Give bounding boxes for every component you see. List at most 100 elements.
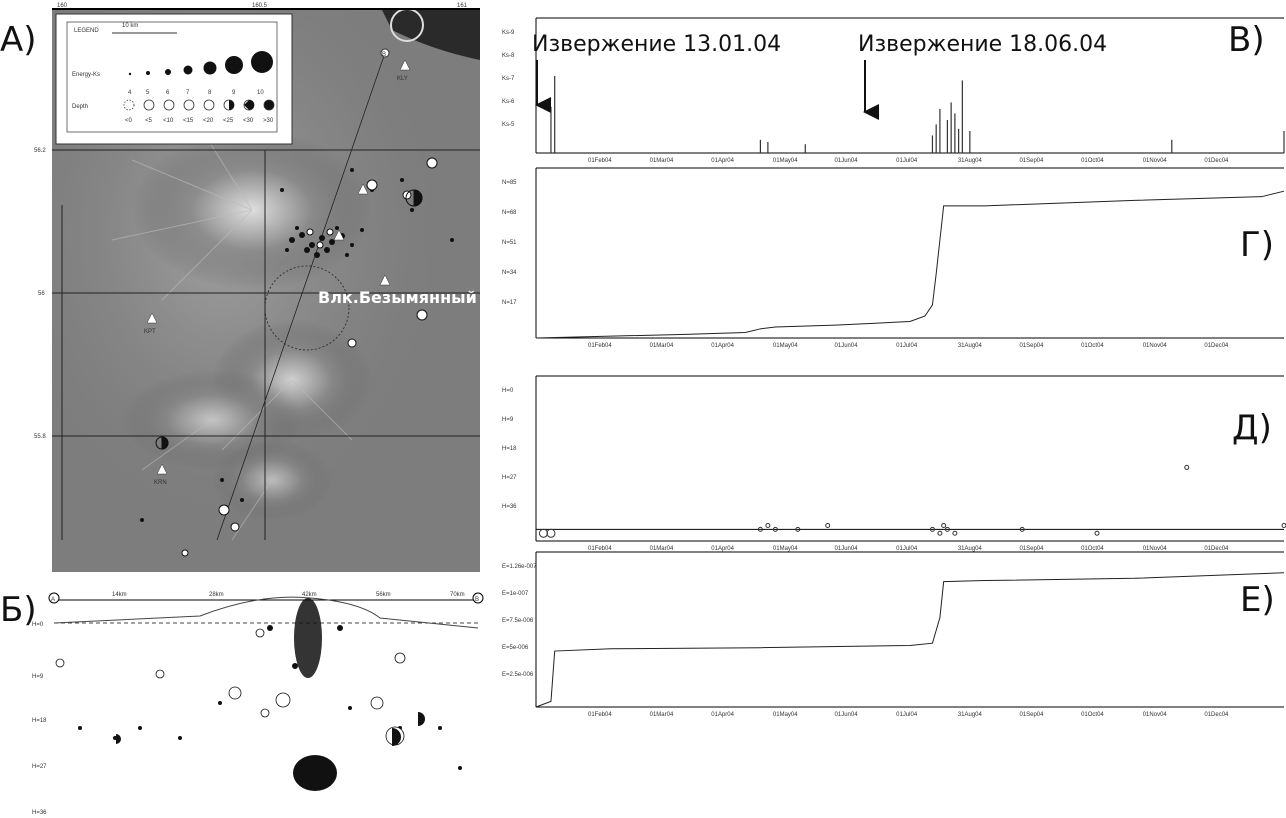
panel-V-xtick: 01Apr04 <box>711 158 734 164</box>
panel-V-xtick: 01Nov04 <box>1143 158 1168 164</box>
panel-G-ytick: N=68 <box>502 210 517 216</box>
map-tick-left-3: 55.8 <box>34 434 46 440</box>
section-ytick-36: H=36 <box>32 810 47 816</box>
panel-E-xtick: 01May04 <box>773 712 798 718</box>
section-ytick-0: H=0 <box>32 622 44 628</box>
panel-V-xtick: 01May04 <box>773 158 798 164</box>
map-section-end-b: B <box>382 52 386 58</box>
panel-V-xtick: 01Dec04 <box>1204 158 1229 164</box>
eruption-arrows <box>535 60 879 120</box>
panel-G-line <box>535 190 1285 339</box>
panel-E-xtick: 01Feb04 <box>588 712 612 718</box>
legend-energy-8: 8 <box>208 90 212 96</box>
legend-depth-5: <5 <box>145 118 153 124</box>
legend-energy-9: 9 <box>232 90 236 96</box>
panel-D-xtick: 01Mar04 <box>650 546 674 552</box>
panel-V-ytick: Ks-6 <box>502 99 515 105</box>
map-tick-left-2: 56 <box>38 291 45 297</box>
legend-energy-4: 4 <box>128 90 132 96</box>
panel-D-point <box>765 523 771 529</box>
panel-D-xtick: 01May04 <box>773 546 798 552</box>
panel-D-point <box>1184 464 1190 470</box>
panel-D-point <box>772 526 778 532</box>
panel-D-point <box>929 526 935 532</box>
legend-depth-label: Depth <box>72 104 88 110</box>
panel-label-g: Г) <box>1240 225 1274 265</box>
timeseries-panels: Ks-9 Ks-8 Ks-7 Ks-6 Ks-5 01Feb04 01Mar04 01Apr0… <box>502 17 1286 718</box>
panel-D-xtick: 01Sep04 <box>1019 546 1044 552</box>
panel-G-ytick: N=34 <box>502 270 517 276</box>
panel-D-point <box>941 523 947 529</box>
panel-D-xtick: 01Jun04 <box>835 546 859 552</box>
panel-label-v: В) <box>1228 20 1265 60</box>
panel-G-xtick: 01Feb04 <box>588 343 612 349</box>
section-ytick-18: H=18 <box>32 718 47 724</box>
panel-D-ytick: H=27 <box>502 475 517 481</box>
station-kpt: KPT <box>144 329 156 335</box>
panel-D-point <box>1094 530 1100 536</box>
panel-G-ytick: N=17 <box>502 300 517 306</box>
panel-D-ytick: H=36 <box>502 504 517 510</box>
legend-depth-15: <15 <box>183 118 194 124</box>
section-xtick-28: 28km <box>209 592 224 598</box>
legend-depth-0: <0 <box>125 118 133 124</box>
panel-label-a: А) <box>0 20 37 60</box>
panel-E-xtick: 01Dec04 <box>1204 712 1229 718</box>
panel-V-xtick: 01Jul04 <box>896 158 918 164</box>
panel-G-xtick: 01Oct04 <box>1081 343 1104 349</box>
legend-depth-gt30: >30 <box>263 118 274 124</box>
section-end-b: B <box>475 597 479 603</box>
section-xtick-14: 14km <box>112 592 127 598</box>
panel-V-ytick: Ks-5 <box>502 122 515 128</box>
panel-V-xtick: 31Aug04 <box>958 158 983 164</box>
panel-E-xtick: 01Jun04 <box>835 712 859 718</box>
panel-E-line <box>535 572 1285 708</box>
panel-G-xtick: 01Sep04 <box>1019 343 1044 349</box>
panel-D-xtick: 31Aug04 <box>958 546 983 552</box>
panel-G-xtick: 01Jun04 <box>835 343 859 349</box>
panel-G-ytick: N=51 <box>502 240 517 246</box>
panel-D-ytick: H=0 <box>502 388 514 394</box>
panel-D-xtick: 01Dec04 <box>1204 546 1229 552</box>
legend-energy-label: Energy-Ks <box>72 72 100 78</box>
panel-D-point <box>1019 526 1025 532</box>
legend-scale: 10 km <box>122 23 138 29</box>
panel-E-ytick: E=1e-007 <box>502 591 529 597</box>
legend-energy-7: 7 <box>186 90 190 96</box>
legend-depth-10: <10 <box>163 118 174 124</box>
panel-G-xtick: 01May04 <box>773 343 798 349</box>
map-panel: KLY KPT KRN 160 160.5 161 56.2 56 55.8 B… <box>34 0 480 572</box>
map-tick-top-2: 160.5 <box>252 3 268 9</box>
panel-E-ytick: E=5e-006 <box>502 645 529 651</box>
panel-E-xtick: 31Aug04 <box>958 712 983 718</box>
panel-D-xtick: 01Apr04 <box>711 546 734 552</box>
panel-G-xtick: 01Dec04 <box>1204 343 1229 349</box>
section-ytick-9: H=9 <box>32 674 44 680</box>
legend-energy-10: 10 <box>257 90 264 96</box>
panel-D-point <box>944 526 950 532</box>
panel-D-point <box>937 530 943 536</box>
panel-label-e: Е) <box>1240 580 1275 620</box>
section-xtick-42: 42km <box>302 592 317 598</box>
panel-E-xtick: 01Mar04 <box>650 712 674 718</box>
panel-D-xtick: 01Oct04 <box>1081 546 1104 552</box>
panel-E-xtick: 01Sep04 <box>1019 712 1044 718</box>
panel-V-ytick: Ks-8 <box>502 53 515 59</box>
section-xtick-56: 56km <box>376 592 391 598</box>
section-xtick-70: 70km <box>450 592 465 598</box>
panel-label-b: Б) <box>0 590 37 630</box>
panel-D-point <box>757 526 763 532</box>
cross-section: A B 14km 28km 42km 56km 70km H=0 H=9 H=1… <box>32 592 484 816</box>
panel-G-xtick: 31Aug04 <box>958 343 983 349</box>
legend-energy-6: 6 <box>166 90 170 96</box>
panel-D-point <box>952 530 958 536</box>
panel-D-xtick: 01Jul04 <box>896 546 918 552</box>
panel-E-ytick: E=2.5e-006 <box>502 672 534 678</box>
panel-D-xtick: 01Nov04 <box>1143 546 1168 552</box>
panel-label-d: Д) <box>1232 408 1272 448</box>
panel-E-ytick: E=7.5e-006 <box>502 618 534 624</box>
panel-G-ytick: N=85 <box>502 180 517 186</box>
panel-G-xtick: 01Jul04 <box>896 343 918 349</box>
volcano-label: Влк.Безымянный <box>318 288 477 307</box>
panel-V-ytick: Ks-9 <box>502 30 515 36</box>
